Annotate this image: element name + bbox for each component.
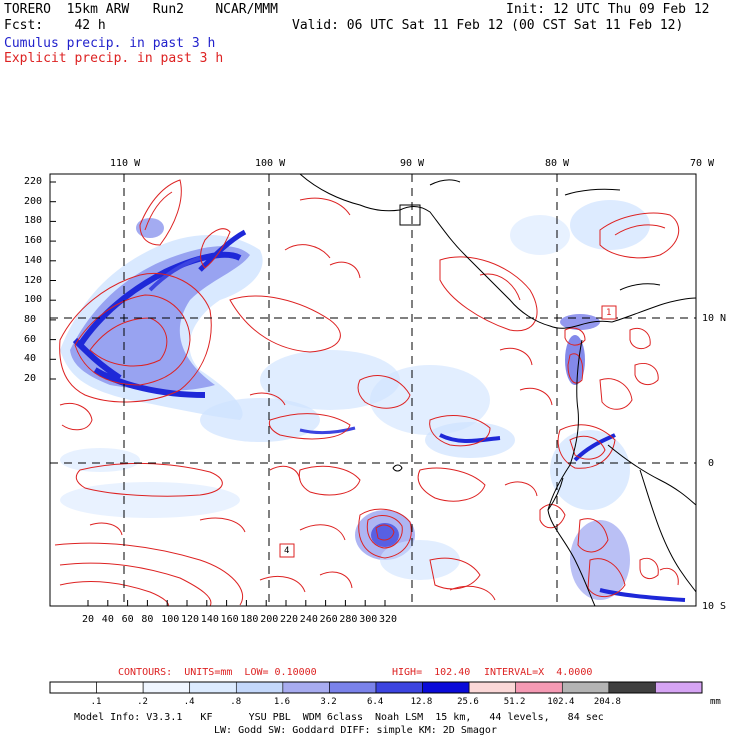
colorbar-label: .4 xyxy=(183,697,195,707)
x-grid-label: 140 xyxy=(200,614,219,625)
colorbar-label: .1 xyxy=(90,697,102,707)
contour-info: CONTOURS: UNITS=mm LOW= 0.10000 xyxy=(118,667,317,678)
colorbar-label: .2 xyxy=(137,697,148,707)
colorbar-label: 12.8 xyxy=(410,697,433,707)
x-grid-label: 280 xyxy=(339,614,358,625)
lon-label-90w: 90 W xyxy=(400,158,425,169)
box-label-1 xyxy=(601,305,617,320)
colorbar-label: 25.6 xyxy=(457,697,479,707)
colorbar-swatch xyxy=(655,681,703,694)
y-grid-label: 80 xyxy=(24,313,37,325)
explicit-precip-contours xyxy=(54,179,680,606)
y-grid-label: 180 xyxy=(24,215,43,227)
colorbar-swatch xyxy=(468,681,517,694)
lat-label-0: 0 xyxy=(708,458,715,469)
coastlines xyxy=(299,174,696,606)
x-grid-label: 120 xyxy=(181,614,200,625)
x-grid-label: 60 xyxy=(121,614,134,625)
y-grid-label: 100 xyxy=(24,294,43,306)
y-grid-label: 140 xyxy=(24,254,43,266)
colorbar-label: .8 xyxy=(230,697,242,707)
y-grid-label: 20 xyxy=(24,373,37,384)
colorbar-swatch xyxy=(561,681,610,694)
colorbar-label: 6.4 xyxy=(367,697,384,707)
physics-info: LW: Godd SW: Goddard DIFF: simple KM: 2D… xyxy=(214,725,497,736)
y-grid-label: 160 xyxy=(24,235,43,247)
x-grid-label: 300 xyxy=(359,614,378,625)
colorbar-swatch xyxy=(96,681,144,694)
colorbar-label: 3.2 xyxy=(320,697,337,707)
colorbar-swatch xyxy=(142,681,191,694)
colorbar-swatch xyxy=(515,681,563,694)
colorbar-swatch xyxy=(608,681,656,694)
lat-label-10s: 10 S xyxy=(702,601,727,612)
colorbar-swatch xyxy=(235,681,284,694)
colorbar-swatch xyxy=(329,681,377,694)
box-label-4 xyxy=(279,543,295,558)
colorbar-unit: mm xyxy=(710,697,721,707)
colorbar-swatch xyxy=(422,681,470,694)
explicit-legend: Explicit precip. in past 3 h xyxy=(4,51,224,66)
x-grid-label: 220 xyxy=(280,614,299,625)
model-info: Model Info: V3.3.1 KF YSU PBL WDM 6class… xyxy=(74,712,604,723)
x-grid-label: 240 xyxy=(299,614,318,625)
colorbar-label: 51.2 xyxy=(503,697,526,707)
lon-label-80w: 80 W xyxy=(545,158,570,169)
x-grid-label: 100 xyxy=(161,614,180,625)
colorbar-swatch xyxy=(189,681,237,694)
contour-high: HIGH= 102.40 xyxy=(392,667,471,678)
x-grid-label: 40 xyxy=(101,614,114,625)
map-frame xyxy=(49,173,697,607)
lat-lon-grid xyxy=(50,174,696,606)
x-grid-label: 80 xyxy=(141,614,154,625)
x-grid-label: 260 xyxy=(319,614,338,625)
lat-label-10n: 10 N xyxy=(702,313,727,324)
colorbar xyxy=(49,681,703,694)
y-grid-label: 60 xyxy=(24,333,37,345)
colorbar-label: 204.8 xyxy=(593,697,621,707)
y-grid-label: 120 xyxy=(24,274,43,286)
colorbar-swatch xyxy=(49,681,97,694)
box-label-1-text: 1 xyxy=(606,308,612,318)
x-grid-label: 20 xyxy=(82,614,95,625)
y-grid-label: 40 xyxy=(24,353,37,365)
colorbar-swatch xyxy=(282,681,330,694)
valid-time: Valid: 06 UTC Sat 11 Feb 12 (00 CST Sat … xyxy=(292,18,684,33)
lon-label-70w: 70 W xyxy=(690,158,715,169)
lon-label-100w: 100 W xyxy=(255,158,286,169)
colorbar-label: 102.4 xyxy=(547,697,575,707)
x-grid-label: 160 xyxy=(220,614,239,625)
contour-interval: INTERVAL=X 4.0000 xyxy=(484,667,593,678)
model-title: TORERO 15km ARW Run2 NCAR/MMM xyxy=(4,2,278,17)
x-grid-label: 200 xyxy=(260,614,279,625)
y-grid-label: 200 xyxy=(24,195,43,207)
y-grid-label: 220 xyxy=(24,176,43,187)
x-grid-label: 320 xyxy=(379,614,398,625)
init-time: Init: 12 UTC Thu 09 Feb 12 xyxy=(506,2,710,17)
lon-label-110w: 110 W xyxy=(110,158,141,169)
cumulus-legend: Cumulus precip. in past 3 h xyxy=(4,36,216,51)
box-label-4-text: 4 xyxy=(284,546,290,556)
forecast-hour: Fcst: 42 h xyxy=(4,18,106,33)
x-grid-label: 180 xyxy=(240,614,259,625)
cumulus-precip-field xyxy=(60,200,686,602)
colorbar-label: 1.6 xyxy=(273,697,291,707)
colorbar-swatch xyxy=(375,681,423,694)
